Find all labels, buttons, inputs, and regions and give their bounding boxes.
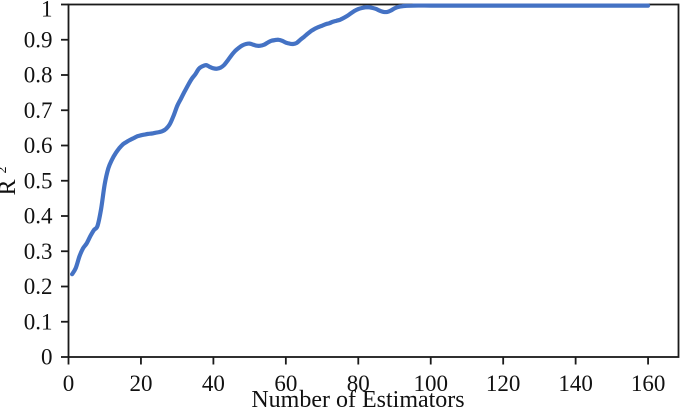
y-tick-label: 0 — [41, 345, 53, 370]
y-axis-label-superscript: 2 — [0, 166, 10, 173]
y-tick-label: 0.9 — [24, 27, 53, 52]
x-tick-label: 60 — [274, 371, 297, 396]
x-tick-label: 40 — [202, 371, 225, 396]
y-tick-label: 0.6 — [24, 133, 53, 158]
y-tick-label: 0.7 — [24, 98, 53, 123]
y-tick-labels: 0 0.1 0.2 0.3 0.4 0.5 0.6 0.7 0.8 0.9 1 — [24, 0, 53, 370]
y-ticks — [61, 3, 69, 358]
x-tick-label: 80 — [347, 371, 370, 396]
x-tick-labels: 0 20 40 60 80 100 120 140 160 — [63, 371, 666, 396]
plot-border — [67, 3, 680, 358]
y-tick-label: 1 — [41, 0, 53, 22]
x-tick-label: 140 — [558, 371, 593, 396]
x-tick-label: 120 — [486, 371, 521, 396]
x-tick-label: 100 — [413, 371, 448, 396]
series-line — [70, 3, 651, 277]
y-tick-label: 0.8 — [24, 63, 53, 88]
y-tick-label: 0.1 — [24, 309, 53, 334]
y-tick-label: 0.3 — [24, 239, 53, 264]
y-tick-label: 0.2 — [24, 274, 53, 299]
x-ticks — [67, 357, 649, 365]
y-axis-label-base: R — [0, 179, 21, 195]
x-tick-label: 160 — [631, 371, 666, 396]
x-tick-label: 20 — [129, 371, 152, 396]
x-axis-label: Number of Estimators — [251, 387, 464, 411]
y-axis-label: R 2 — [0, 166, 21, 195]
y-tick-label: 0.4 — [24, 204, 53, 229]
x-tick-label: 0 — [63, 371, 75, 396]
y-tick-label: 0.5 — [24, 168, 53, 193]
